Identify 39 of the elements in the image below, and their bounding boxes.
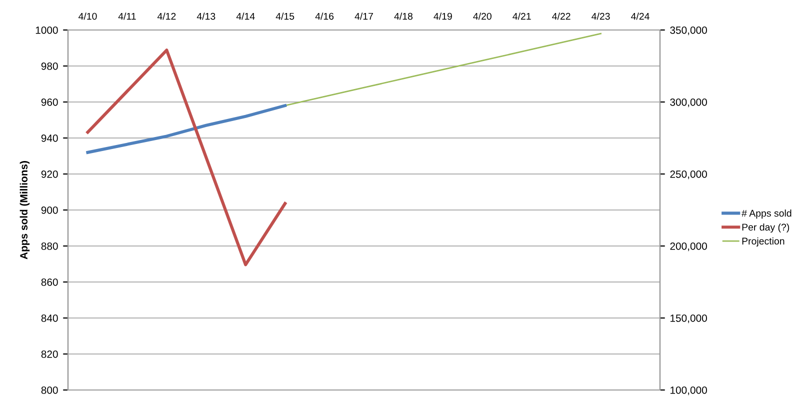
- x-tick-label: 4/22: [552, 12, 570, 20]
- line-series: [284, 32, 602, 106]
- x-tick-label: 4/24: [631, 12, 650, 20]
- y-tick-label: 1000: [36, 26, 58, 34]
- y2-tick-label: 150,000: [670, 314, 707, 324]
- x-tick-label: 4/13: [196, 12, 216, 20]
- x-tick-label: 4/20: [473, 12, 492, 20]
- y-tick-label: 920: [41, 170, 58, 178]
- x-tick-label: 4/12: [157, 12, 176, 20]
- y-tick-label: 800: [41, 386, 58, 394]
- y-tick-label: 940: [41, 134, 58, 142]
- x-tick-label: 4/23: [592, 12, 610, 20]
- x-tick-label: 4/14: [236, 12, 255, 20]
- y-tick-label: 860: [41, 278, 58, 286]
- x-tick-label: 4/21: [512, 12, 531, 20]
- y-tick-label: 840: [41, 314, 58, 322]
- x-tick-label: 4/16: [315, 12, 334, 20]
- x-tick-label: 4/10: [78, 12, 97, 20]
- y2-tick-label: 100,000: [670, 386, 707, 396]
- x-tick-label: 4/15: [276, 12, 294, 20]
- y2-tick-label: 250,000: [670, 170, 707, 180]
- y2-tick-label: 350,000: [670, 26, 707, 36]
- y2-tick-label: 300,000: [670, 98, 707, 108]
- line-series: [86, 48, 287, 266]
- x-tick-label: 4/17: [354, 12, 373, 20]
- y2-tick-label: 200,000: [670, 242, 707, 252]
- legend-label: Projection: [742, 237, 784, 246]
- y-tick-label: 960: [41, 98, 58, 106]
- x-tick-label: 4/18: [394, 12, 413, 20]
- line-series: [86, 104, 287, 154]
- y-tick-label: 980: [41, 62, 58, 70]
- y-tick-label: 900: [41, 206, 58, 214]
- y-tick-label: 820: [41, 350, 58, 358]
- legend-label: # Apps sold: [742, 210, 792, 219]
- y-tick-label: 880: [41, 242, 58, 250]
- y-axis-title: Apps sold (Millions): [20, 161, 30, 260]
- x-tick-label: 4/11: [118, 12, 136, 20]
- x-tick-label: 4/19: [434, 12, 452, 20]
- legend-label: Per day (?): [742, 223, 790, 233]
